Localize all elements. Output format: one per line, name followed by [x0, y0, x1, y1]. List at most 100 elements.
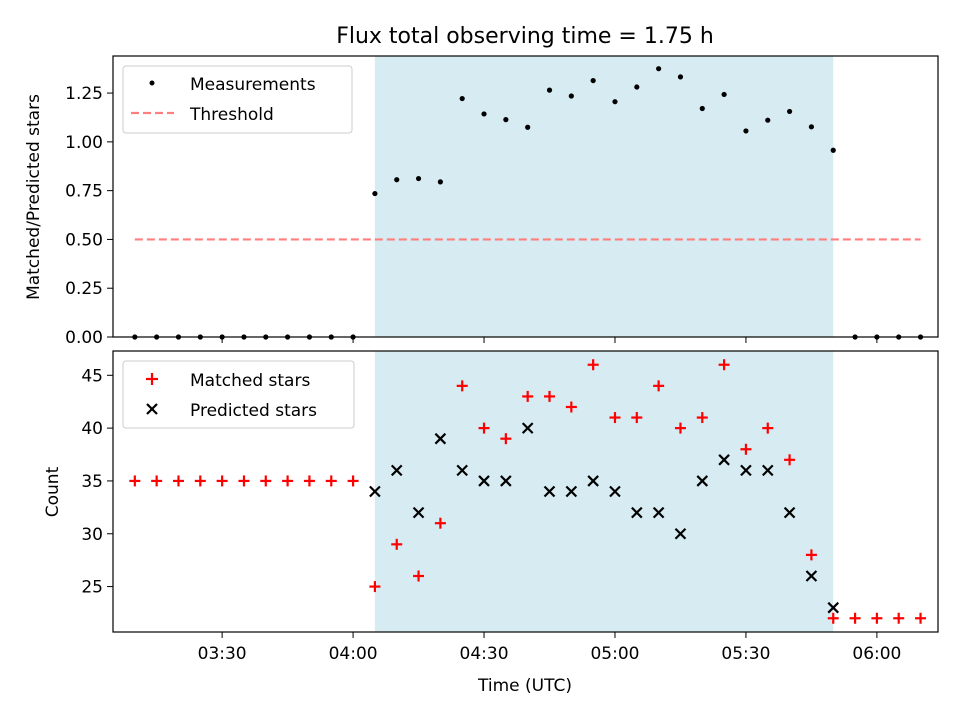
matched-star-point — [827, 612, 839, 624]
matched-star-point — [674, 422, 686, 434]
predicted-star-stroke — [631, 506, 643, 519]
top-panel: 0.00 0.25 0.50 0.75 1.00 1.25 Matched/Predict… — [24, 55, 939, 348]
measurement-point — [786, 108, 793, 115]
matched-star-point — [718, 359, 730, 371]
top-y-ticks: 0.00 0.25 0.50 0.75 1.00 1.25 — [65, 84, 113, 348]
predicted-star-point — [652, 506, 665, 519]
predicted-star-stroke — [565, 485, 578, 498]
matched-star-point — [631, 412, 643, 424]
matched-star-point — [565, 401, 577, 413]
measurement-point — [415, 175, 422, 182]
chart-title: Flux total observing time = 1.75 h — [336, 24, 714, 49]
top-y-tick-label: 0.75 — [65, 182, 103, 202]
bottom-y-tick-label: 45 — [81, 366, 103, 386]
observing-window-band-bottom — [374, 351, 834, 632]
measurement-point — [372, 190, 378, 197]
bottom-legend: Matched stars Predicted stars — [122, 360, 355, 429]
matched-star-point — [434, 517, 446, 529]
predicted-star-stroke — [827, 601, 840, 614]
matched-star-point — [347, 475, 359, 487]
predicted-star-stroke — [500, 475, 512, 487]
matched-star-point — [609, 412, 621, 424]
bottom-axes-frame — [112, 350, 939, 633]
predicted-star-stroke — [521, 422, 534, 434]
matched-star-point — [172, 475, 184, 487]
predicted-star-point — [609, 485, 621, 498]
bottom-y-tick-label: 30 — [81, 525, 103, 545]
x-tick-label: 05:30 — [721, 644, 770, 664]
predicted-star-stroke — [412, 506, 425, 519]
predicted-star-point — [783, 506, 796, 519]
predicted-star-stroke — [674, 527, 687, 540]
legend-predicted-label: Predicted stars — [190, 401, 317, 421]
measurement-point — [437, 179, 443, 185]
predicted-star-point — [674, 527, 687, 540]
predicted-star-point — [500, 475, 512, 487]
predicted-star-point — [434, 432, 447, 445]
measurement-point — [590, 77, 596, 84]
predicted-star-point — [827, 601, 840, 614]
measurement-point — [503, 117, 509, 123]
matched-star-point — [282, 475, 294, 487]
matched-star-point — [369, 581, 381, 593]
matched-star-point — [762, 422, 774, 434]
predicted-star-point — [587, 475, 599, 487]
measurement-point — [394, 177, 400, 183]
top-y-tick-label: 0.00 — [65, 328, 103, 348]
measurement-point — [525, 124, 531, 130]
measurement-point — [656, 66, 662, 72]
legend-threshold-label: Threshold — [189, 105, 274, 125]
measurement-point — [743, 128, 749, 134]
predicted-star-point — [369, 485, 381, 498]
predicted-star-point — [456, 464, 468, 477]
x-tick-label: 04:30 — [460, 644, 509, 664]
matched-star-point — [303, 475, 315, 487]
measurement-point — [808, 124, 815, 130]
predicted-star-stroke — [718, 454, 730, 466]
matched-star-point — [391, 538, 403, 550]
measurement-point — [459, 95, 465, 102]
x-tick-label: 04:00 — [329, 644, 378, 664]
matched-star-point — [194, 475, 206, 487]
bottom-y-tick-label: 40 — [81, 419, 103, 439]
top-x-ticks — [221, 337, 878, 343]
bottom-x-ticks: 03:30 04:00 04:30 05:00 05:30 06:00 — [198, 632, 901, 664]
predicted-star-stroke — [805, 570, 818, 582]
top-legend: Measurements Threshold — [122, 65, 353, 134]
matched-star-point — [522, 390, 534, 402]
measurement-point — [721, 91, 727, 98]
matched-star-point — [544, 390, 556, 402]
predicted-star-point — [543, 485, 556, 498]
matched-star-point — [784, 454, 796, 466]
predicted-star-stroke — [478, 475, 490, 487]
predicted-star-stroke — [740, 464, 752, 477]
bottom-y-tick-label: 25 — [81, 578, 103, 598]
predicted-star-stroke — [434, 432, 447, 445]
bottom-y-tick-label: 35 — [81, 472, 103, 492]
matched-star-point — [849, 612, 861, 624]
legend-measurements-label: Measurements — [190, 75, 316, 95]
predicted-star-point — [740, 464, 752, 477]
predicted-star-stroke — [609, 485, 621, 498]
legend-matched-marker — [146, 373, 158, 385]
legend-matched-label: Matched stars — [190, 371, 310, 391]
legend-measurements-marker — [149, 80, 155, 86]
measurement-point — [481, 111, 487, 117]
top-y-tick-label: 0.25 — [65, 279, 103, 299]
predicted-star-point — [761, 464, 774, 477]
measurement-point — [634, 84, 640, 90]
matched-star-point — [260, 475, 272, 487]
predicted-star-point — [718, 454, 730, 466]
top-y-tick-label: 0.50 — [65, 230, 103, 250]
predicted-star-point — [412, 506, 425, 519]
matched-stars-points — [129, 359, 927, 624]
predicted-star-stroke — [783, 506, 796, 519]
predicted-star-stroke — [543, 485, 556, 498]
top-y-tick-label: 1.25 — [65, 84, 103, 104]
matched-star-point — [129, 475, 141, 487]
measurement-point — [765, 117, 771, 123]
matched-star-point — [696, 412, 708, 424]
predicted-star-point — [565, 485, 578, 498]
x-tick-label: 03:30 — [198, 644, 247, 664]
measurement-point — [546, 87, 553, 93]
